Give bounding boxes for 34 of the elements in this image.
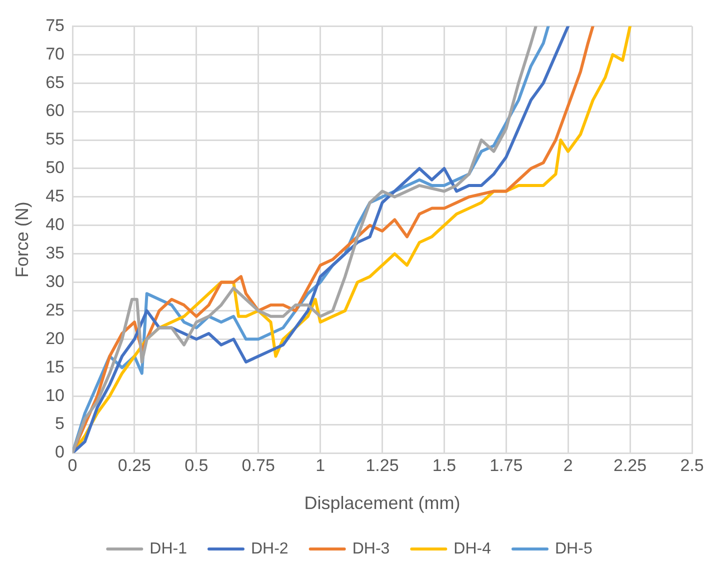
y-tick-label: 5 xyxy=(55,414,65,434)
x-tick-label: 2.25 xyxy=(614,456,647,475)
y-tick-label: 35 xyxy=(46,244,65,263)
x-tick-label: 0 xyxy=(68,456,78,475)
legend-label: DH-2 xyxy=(250,540,288,558)
x-tick-label: 2.5 xyxy=(680,456,704,475)
x-tick-label: 2 xyxy=(563,456,573,475)
y-tick-label: 75 xyxy=(46,16,65,35)
y-tick-label: 20 xyxy=(46,328,65,348)
x-tick-label: 0.25 xyxy=(118,456,152,475)
y-tick-label: 40 xyxy=(46,215,65,234)
x-tick-label: 1 xyxy=(316,456,326,475)
x-tick-label: 0.75 xyxy=(242,456,275,475)
legend-label: DH-5 xyxy=(555,540,592,558)
y-tick-label: 70 xyxy=(46,44,65,64)
x-axis-title: Displacement (mm) xyxy=(304,493,460,514)
x-tick-label: 1.5 xyxy=(432,456,456,475)
y-tick-label: 50 xyxy=(46,158,65,178)
y-tick-label: 65 xyxy=(46,72,65,92)
x-tick-label: 0.5 xyxy=(184,456,208,475)
y-axis-title: Force (N) xyxy=(12,202,32,278)
legend-label: DH-4 xyxy=(454,540,492,558)
y-tick-label: 30 xyxy=(46,272,65,291)
y-tick-label: 45 xyxy=(46,186,65,206)
x-tick-label: 1.75 xyxy=(490,456,523,475)
y-tick-label: 10 xyxy=(46,386,65,405)
y-tick-label: 25 xyxy=(46,300,65,320)
y-tick-label: 55 xyxy=(46,130,65,149)
x-tick-label: 1.25 xyxy=(366,456,399,475)
legend-label: DH-3 xyxy=(352,540,390,558)
y-tick-label: 0 xyxy=(55,442,65,462)
legend-label: DH-1 xyxy=(150,540,188,558)
y-tick-label: 60 xyxy=(46,101,65,120)
y-tick-label: 15 xyxy=(46,357,65,376)
